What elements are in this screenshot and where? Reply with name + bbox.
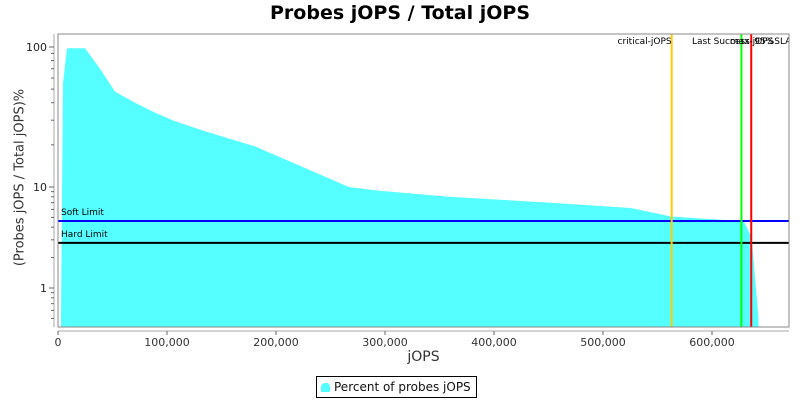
x-tick-label: 600,000 <box>689 336 735 349</box>
legend: Percent of probes jOPS <box>316 376 477 398</box>
marker-label: 95%SLA <box>754 37 792 47</box>
x-tick-label: 200,000 <box>253 336 299 349</box>
x-axis-label: jOPS <box>407 349 440 365</box>
x-tick-label: 400,000 <box>471 336 517 349</box>
x-tick-label: 0 <box>55 336 62 349</box>
x-tick-label: 100,000 <box>144 336 190 349</box>
chart-title: Probes jOPS / Total jOPS <box>270 2 530 24</box>
marker-label: Last Success <box>692 37 750 47</box>
limit-label: Soft Limit <box>61 208 104 218</box>
x-tick-label: 500,000 <box>580 336 626 349</box>
marker-label: critical-jOPS <box>618 37 672 47</box>
legend-label: Percent of probes jOPS <box>334 380 471 394</box>
area-series <box>60 48 759 327</box>
limit-label: Hard Limit <box>61 230 108 240</box>
legend-swatch-icon <box>321 382 330 392</box>
y-tick-label: 1 <box>40 282 47 295</box>
marker-label: max-jOPS <box>730 37 774 47</box>
x-tick-label: 300,000 <box>362 336 408 349</box>
y-axis-label: (Probes jOPS / Total jOPS)% <box>12 88 28 267</box>
y-tick-label: 10 <box>33 181 47 194</box>
y-tick-label: 100 <box>26 41 47 54</box>
plot-border <box>57 33 790 328</box>
